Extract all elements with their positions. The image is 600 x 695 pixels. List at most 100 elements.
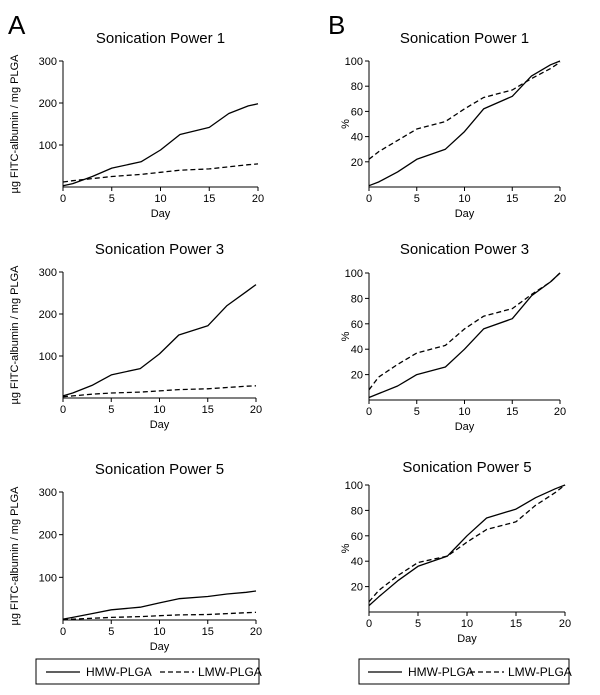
y-tick-label: 60 <box>351 319 363 331</box>
x-tick-label: 5 <box>415 618 421 630</box>
x-tick-label: 0 <box>60 626 66 638</box>
x-tick-label: 5 <box>108 404 114 416</box>
y-tick-label: 80 <box>351 505 363 517</box>
chart-title: Sonication Power 3 <box>95 241 224 258</box>
panel-letter-a: A <box>8 10 26 40</box>
x-tick-label: 20 <box>559 618 571 630</box>
series-line-lmw <box>368 272 561 391</box>
x-tick-label: 15 <box>510 618 522 630</box>
y-axis-label: % <box>340 119 352 129</box>
x-tick-label: 20 <box>250 626 262 638</box>
chart-5: Sonication Power 5 0 5 10 15 20 100 200 300 Day µg… <box>9 461 262 653</box>
x-tick-label: 15 <box>202 404 214 416</box>
series-line-hmw <box>62 590 257 620</box>
x-tick-label: 20 <box>554 406 566 418</box>
panel-letter-b: B <box>328 10 345 40</box>
x-tick-label: 0 <box>366 406 372 418</box>
chart-3: Sonication Power 3 0 5 10 15 20 100 200 300 Day µg… <box>9 241 262 431</box>
x-tick-label: 5 <box>414 406 420 418</box>
y-tick-label: 100 <box>345 480 363 492</box>
y-tick-label: 40 <box>351 556 363 568</box>
legend-a: HMW-PLGA LMW-PLGA <box>35 658 262 685</box>
y-tick-label: 60 <box>351 531 363 543</box>
chart-4: Sonication Power 3 0 5 10 15 20 20 40 60 80 100 Day… <box>340 241 566 433</box>
x-tick-label: 5 <box>108 626 114 638</box>
x-axis-label: Day <box>150 419 170 431</box>
x-tick-label: 20 <box>554 193 566 205</box>
y-tick-label: 100 <box>39 140 57 152</box>
y-tick-label: 40 <box>351 132 363 144</box>
series-line-hmw <box>368 484 566 607</box>
chart-2: Sonication Power 1 0 5 10 15 20 20 40 60 80 100 Day… <box>340 30 566 220</box>
x-axis-label: Day <box>455 208 475 220</box>
x-tick-label: 15 <box>202 626 214 638</box>
series-line-hmw <box>368 272 561 399</box>
x-tick-label: 15 <box>203 193 215 205</box>
x-axis-label: Day <box>457 633 477 645</box>
x-axis-label: Day <box>150 641 170 653</box>
series-line-lmw <box>62 163 259 183</box>
series-line-lmw <box>368 61 561 160</box>
x-tick-label: 10 <box>461 618 473 630</box>
y-tick-label: 300 <box>39 267 57 279</box>
x-tick-label: 0 <box>60 404 66 416</box>
y-axis-label: % <box>340 543 352 553</box>
y-tick-label: 100 <box>345 56 363 68</box>
chart-title: Sonication Power 3 <box>400 241 529 258</box>
y-axis-label: µg FITC-albumin / mg PLGA <box>9 54 21 194</box>
chart-title: Sonication Power 1 <box>96 30 225 47</box>
x-tick-label: 10 <box>153 404 165 416</box>
charts: Sonication Power 10 5 10 15 20100200300Dayµg… <box>9 30 571 653</box>
x-tick-label: 0 <box>366 193 372 205</box>
series-line-lmw <box>368 484 566 603</box>
legend-b-label-lmw: LMW-PLGA <box>508 665 572 679</box>
x-axis-label: Day <box>455 421 475 433</box>
chart-title: Sonication Power 5 <box>95 461 224 478</box>
y-tick-label: 20 <box>351 370 363 382</box>
series-line-hmw <box>62 284 257 397</box>
x-axis-label: Day <box>151 208 171 220</box>
y-tick-label: 200 <box>39 98 57 110</box>
series-line-hmw <box>368 60 561 187</box>
legend-b-frame <box>358 658 570 685</box>
y-tick-label: 40 <box>351 344 363 356</box>
y-tick-label: 100 <box>39 351 57 363</box>
x-tick-label: 0 <box>60 193 66 205</box>
x-tick-label: 20 <box>250 404 262 416</box>
x-tick-label: 15 <box>506 406 518 418</box>
y-tick-label: 100 <box>345 268 363 280</box>
x-tick-label: 10 <box>153 626 165 638</box>
chart-6: Sonication Power 5 0 5 10 15 20 20 40 60 80 100 Day… <box>340 459 571 645</box>
y-tick-label: 60 <box>351 106 363 118</box>
series-line-lmw <box>62 611 257 621</box>
series-line-lmw <box>62 385 257 398</box>
legend-b-label-hmw: HMW-PLGA <box>408 665 474 679</box>
x-tick-label: 10 <box>458 406 470 418</box>
y-axis-label: µg FITC-albumin / mg PLGA <box>9 265 21 405</box>
y-tick-label: 300 <box>39 56 57 68</box>
chart-1: Sonication Power 1 0 5 10 15 20 100 200 300 Day µg… <box>9 30 264 220</box>
y-tick-label: 20 <box>351 157 363 169</box>
series-line-hmw <box>62 103 259 187</box>
y-axis-label: µg FITC-albumin / mg PLGA <box>9 486 21 626</box>
x-tick-label: 5 <box>109 193 115 205</box>
y-tick-label: 80 <box>351 81 363 93</box>
y-tick-label: 200 <box>39 530 57 542</box>
chart-title: Sonication Power 5 <box>402 459 531 476</box>
y-tick-label: 300 <box>39 487 57 499</box>
x-tick-label: 10 <box>458 193 470 205</box>
legend-a-frame <box>35 658 260 685</box>
y-tick-label: 20 <box>351 582 363 594</box>
x-tick-label: 20 <box>252 193 264 205</box>
legend-a-label-lmw: LMW-PLGA <box>198 665 262 679</box>
legend-b: HMW-PLGA LMW-PLGA <box>358 658 572 685</box>
y-axis-label: % <box>340 331 352 341</box>
y-tick-label: 200 <box>39 309 57 321</box>
x-tick-label: 5 <box>414 193 420 205</box>
x-tick-label: 15 <box>506 193 518 205</box>
y-tick-label: 100 <box>39 572 57 584</box>
chart-title: Sonication Power 1 <box>400 30 529 47</box>
y-tick-label: 80 <box>351 293 363 305</box>
x-tick-label: 0 <box>366 618 372 630</box>
